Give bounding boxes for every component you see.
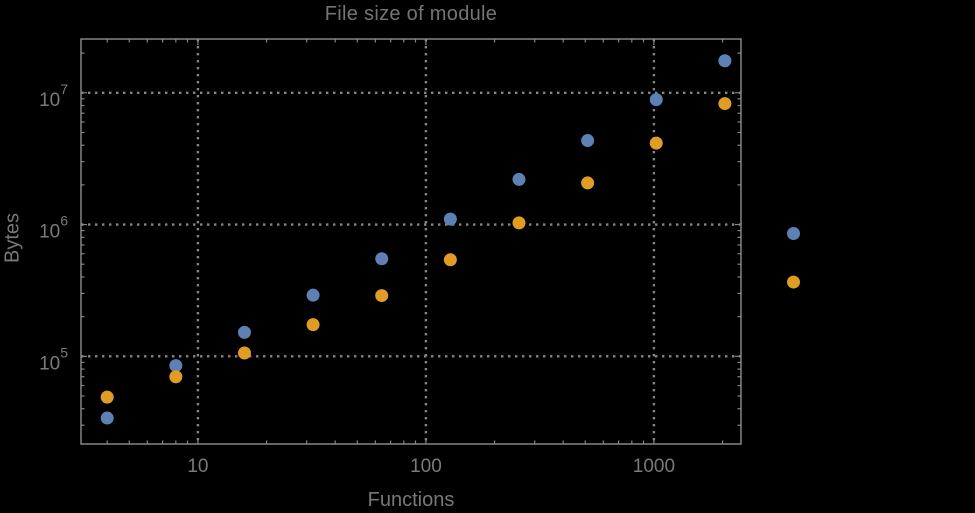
data-point-blue [306,288,320,302]
y-tick-label: 107 [39,81,68,111]
x-tick-label: 100 [410,456,442,477]
data-point-blue [718,54,732,68]
plot-frame [80,38,742,445]
data-point-orange [649,136,663,150]
data-point-orange [169,370,183,384]
data-point-orange [375,289,389,303]
y-tick-label: 105 [39,344,68,374]
data-point-blue [581,134,595,148]
chart-title: File size of module [324,3,498,25]
data-point-orange [581,176,595,190]
data-point-blue [649,93,663,107]
data-point-blue [100,411,114,425]
data-point-orange [718,97,732,111]
x-tick-label: 10 [187,456,208,477]
data-point-orange [787,275,801,289]
data-point-orange [512,216,526,230]
data-point-blue [237,325,251,339]
data-point-orange [306,318,320,332]
y-tick-label: 106 [39,213,68,243]
data-point-blue [787,227,801,241]
data-point-orange [100,390,114,404]
y-axis-label: Bytes [1,212,24,264]
data-point-blue [169,359,183,373]
x-axis-label: Functions [367,489,455,511]
data-point-orange [237,346,251,360]
x-tick-label: 1000 [633,456,675,477]
data-point-orange [443,253,457,267]
data-point-blue [512,172,526,186]
data-point-blue [443,212,457,226]
data-point-blue [375,252,389,266]
